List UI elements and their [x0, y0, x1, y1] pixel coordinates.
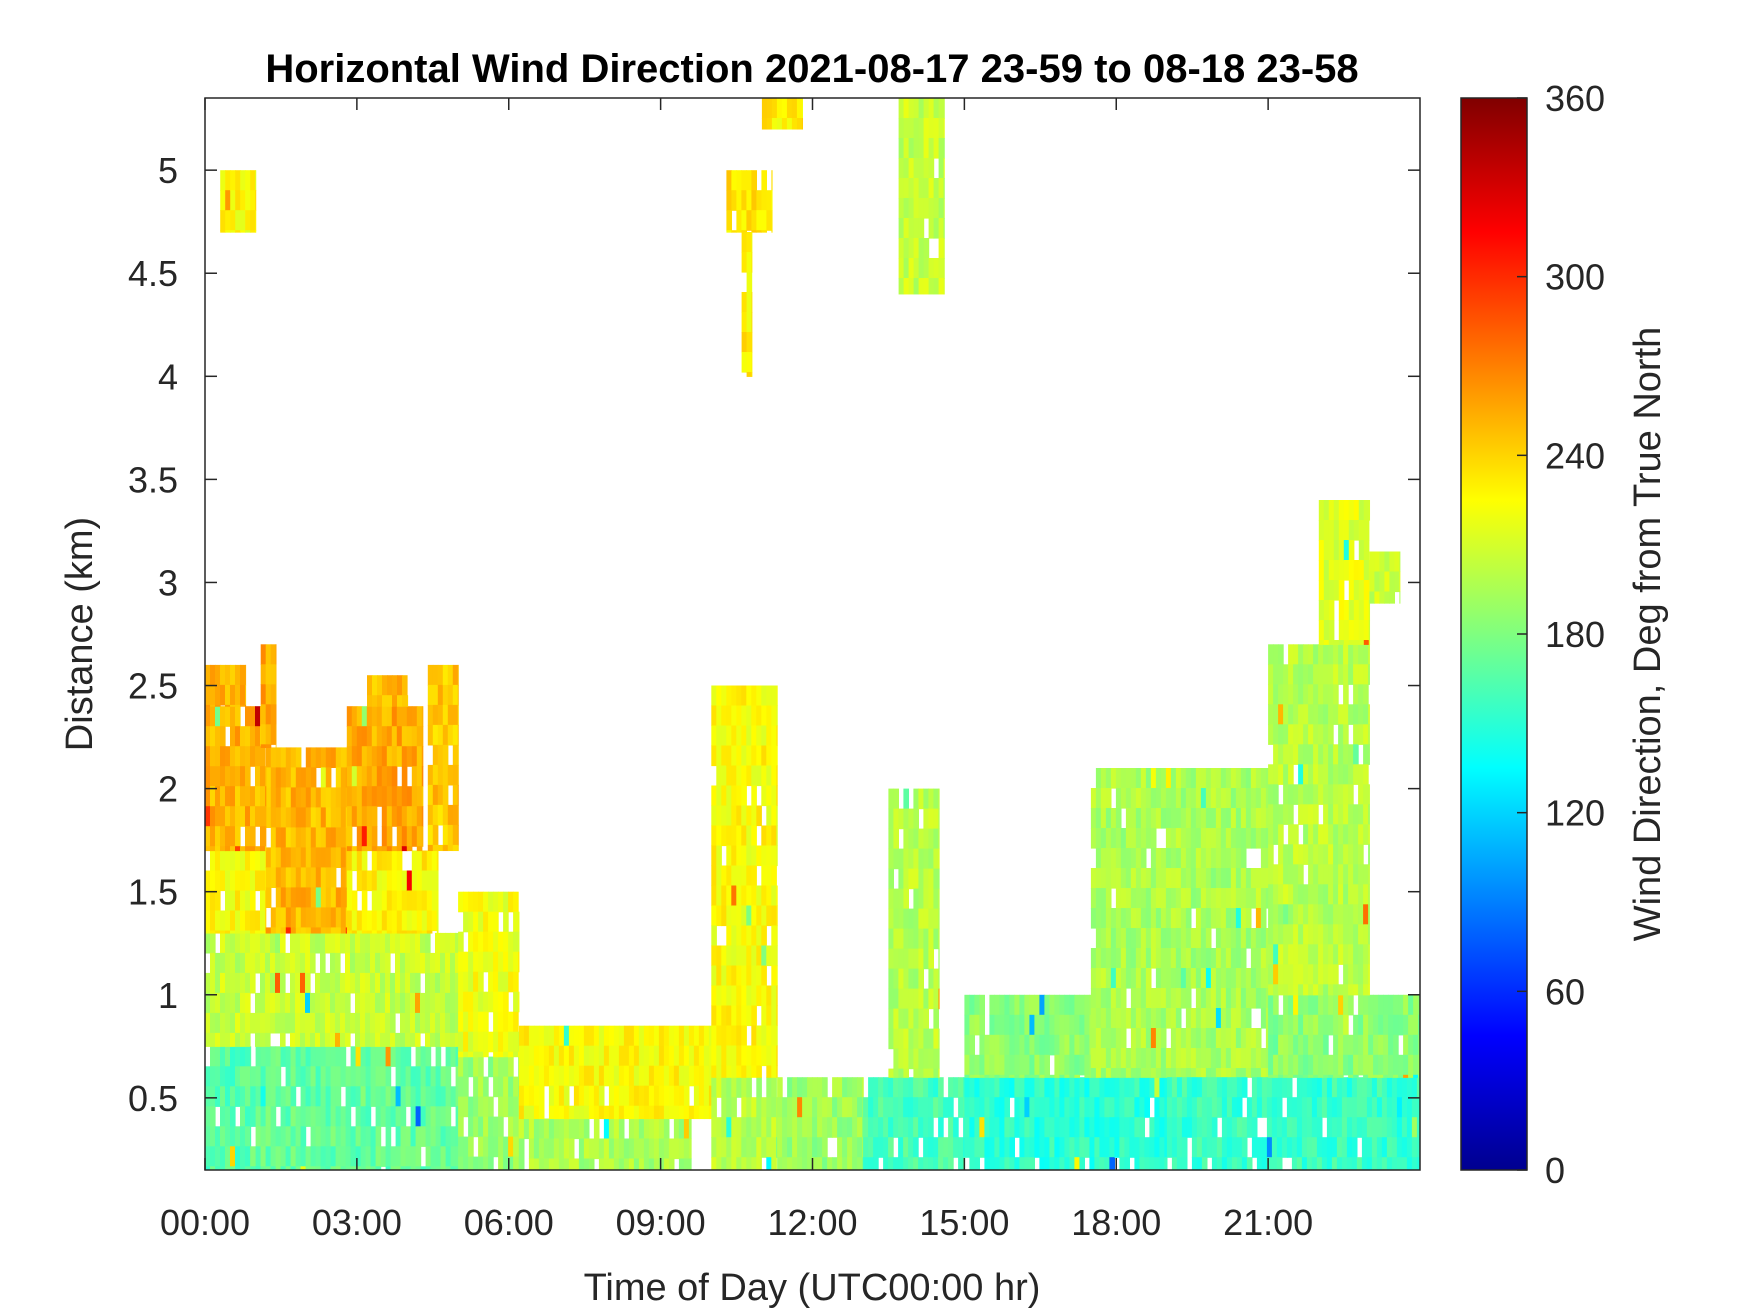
heatmap-region-28: [220, 170, 257, 233]
heatmap-region-27: [1318, 500, 1371, 645]
heatmap-region-22: [964, 994, 1092, 1078]
y-axis-label: Distance (km): [59, 517, 101, 751]
colorbar-ticks: 0 60 120 180 240 300 360: [1517, 78, 1605, 1191]
colorbar-label: Wind Direction, Deg from True North: [1627, 327, 1669, 942]
colorbar-tick-label-2: 120: [1545, 793, 1605, 834]
y-tick-label-4: 2.5: [128, 666, 178, 707]
x-tick-label-2: 06:00: [464, 1202, 554, 1243]
heatmap-region-14: [518, 1118, 692, 1170]
x-axis-label: Time of Day (UTC00:00 hr): [584, 1267, 1041, 1309]
y-tick-label-8: 4.5: [128, 253, 178, 294]
y-tick-label-5: 3: [158, 562, 178, 603]
heatmap-area: [205, 98, 1420, 1170]
y-tick-label-1: 1: [158, 975, 178, 1016]
y-tick-label-7: 4: [158, 356, 178, 397]
x-tick-label-1: 03:00: [312, 1202, 402, 1243]
heatmap-region-29: [726, 170, 773, 233]
heatmap-region-25: [1268, 994, 1420, 1078]
heatmap-region-33: [1369, 551, 1401, 604]
x-tick-label-3: 09:00: [616, 1202, 706, 1243]
heatmap-region-1: [250, 1046, 459, 1170]
colorbar: [1460, 97, 1528, 1171]
heatmap-region-4: [265, 747, 348, 934]
y-tick-label-6: 3.5: [128, 459, 178, 500]
y-tick-label-0: 0.5: [128, 1078, 178, 1119]
heatmap-region-23: [1090, 768, 1269, 1078]
y-axis: 0.5 1 1.5 2 2.5 3 3.5 4 4.5 5: [128, 150, 1420, 1119]
heatmap-region-7: [346, 706, 424, 852]
heatmap-region-13: [458, 891, 520, 1058]
heatmap-region-20: [888, 788, 940, 1078]
x-tick-label-0: 00:00: [160, 1202, 250, 1243]
heatmap-region-18: [777, 1077, 864, 1170]
heatmap-region-30: [741, 232, 753, 377]
heatmap-region-12: [458, 1056, 520, 1170]
heatmap-region-5: [346, 850, 439, 934]
heatmap-region-16: [711, 1077, 778, 1170]
y-tick-label-3: 2: [158, 769, 178, 810]
heatmap-region-9: [260, 644, 277, 748]
heatmap-region-19: [863, 1077, 965, 1170]
heatmap-region-24: [1166, 1077, 1420, 1170]
x-tick-label-4: 12:00: [767, 1202, 857, 1243]
heatmap-region-2: [205, 932, 459, 1047]
colorbar-tick-label-6: 360: [1545, 78, 1605, 119]
colorbar-tick-label-3: 180: [1545, 614, 1605, 655]
heatmap-region-17: [711, 685, 778, 1078]
x-axis: 00:00 03:00 06:00 09:00 12:00 15:00 18:00 21:00: [160, 98, 1313, 1243]
y-tick-label-2: 1.5: [128, 872, 178, 913]
y-tick-label-9: 5: [158, 150, 178, 191]
heatmap-region-15: [518, 1025, 712, 1120]
colorbar-tick-label-5: 300: [1545, 257, 1605, 298]
heatmap-region-6: [205, 706, 267, 852]
chart-title: Horizontal Wind Direction 2021-08-17 23-…: [265, 47, 1358, 91]
x-tick-label-5: 15:00: [919, 1202, 1009, 1243]
colorbar-tick-label-1: 60: [1545, 971, 1585, 1012]
x-tick-label-7: 21:00: [1223, 1202, 1313, 1243]
heatmap-region-21: [964, 1077, 1168, 1170]
colorbar-tick-label-0: 0: [1545, 1150, 1565, 1191]
heatmap-region-3: [205, 850, 267, 934]
heatmap-region-0: [205, 1046, 252, 1170]
heatmap-region-31: [761, 98, 803, 130]
heatmap-region-10: [367, 675, 409, 707]
x-tick-label-6: 18:00: [1071, 1202, 1161, 1243]
heatmap-region-8: [205, 664, 247, 707]
heatmap-region-26: [1268, 644, 1370, 996]
heatmap-region-11: [427, 664, 459, 852]
heatmap-region-32: [898, 98, 945, 295]
colorbar-tick-label-4: 240: [1545, 435, 1605, 476]
